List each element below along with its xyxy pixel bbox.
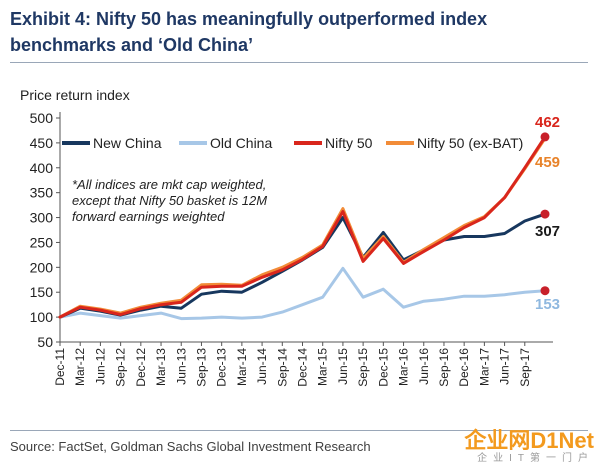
x-tick-label: Dec-12 bbox=[134, 348, 148, 387]
watermark-main: 企业网D1Net bbox=[464, 428, 594, 453]
legend-label: Old China bbox=[210, 135, 272, 151]
y-tick-label: 50 bbox=[37, 334, 53, 350]
end-value-label: 459 bbox=[535, 154, 560, 171]
x-tick-label: Jun-13 bbox=[174, 348, 188, 385]
x-tick-label: Mar-12 bbox=[73, 348, 87, 386]
legend-label: New China bbox=[93, 135, 162, 151]
y-tick-label: 150 bbox=[30, 284, 54, 300]
y-tick-label: 250 bbox=[30, 234, 54, 250]
x-tick-label: Mar-17 bbox=[477, 348, 491, 386]
annotation-line: forward earnings weighted bbox=[72, 209, 225, 224]
y-tick-label: 400 bbox=[30, 160, 54, 176]
x-tick-label: Jun-12 bbox=[93, 348, 107, 385]
end-value-label: 153 bbox=[535, 296, 560, 313]
chart-title-line1: Exhibit 4: Nifty 50 has meaningfully out… bbox=[10, 9, 488, 29]
source-note: Source: FactSet, Goldman Sachs Global In… bbox=[10, 439, 371, 454]
x-tick-label: Jun-16 bbox=[417, 348, 431, 385]
y-tick-label: 450 bbox=[30, 135, 54, 151]
end-marker-new-china bbox=[540, 209, 550, 219]
end-marker-nifty-50 bbox=[540, 132, 550, 142]
source-divider bbox=[10, 430, 588, 431]
y-tick-label: 350 bbox=[30, 185, 54, 201]
series-line-old-china bbox=[58, 266, 547, 321]
title-divider bbox=[10, 62, 588, 63]
legend-label: Nifty 50 (ex-BAT) bbox=[417, 135, 523, 151]
y-tick-label: 100 bbox=[30, 309, 54, 325]
x-tick-label: Sep-16 bbox=[437, 348, 451, 387]
watermark-logo: 企业网D1Net 企业IT第一门户 bbox=[464, 430, 594, 464]
x-tick-label: Mar-16 bbox=[397, 348, 411, 386]
x-tick-label: Jun-15 bbox=[336, 348, 350, 385]
series-line-nifty-50-ex-bat- bbox=[58, 136, 547, 319]
end-value-label: 462 bbox=[535, 114, 560, 131]
x-tick-label: Dec-11 bbox=[53, 348, 67, 386]
annotation-line: *All indices are mkt cap weighted, bbox=[72, 177, 266, 192]
x-tick-label: Sep-17 bbox=[518, 348, 532, 387]
legend-label: Nifty 50 bbox=[325, 135, 373, 151]
watermark-sub: 企业IT第一门户 bbox=[477, 453, 594, 464]
x-tick-label: Dec-15 bbox=[376, 348, 390, 387]
x-tick-label: Mar-13 bbox=[154, 348, 168, 386]
line-chart: 50 100 150 200 250 300 350 400 450 500 Dec-11 Mar-1… bbox=[30, 110, 560, 387]
x-tick-label: Dec-14 bbox=[296, 348, 310, 387]
y-tick-label: 200 bbox=[30, 259, 54, 275]
annotation-line: except that Nifty 50 basket is 12M bbox=[72, 193, 267, 208]
x-tick-label: Sep-12 bbox=[114, 348, 128, 387]
y-tick-label: 300 bbox=[30, 210, 54, 226]
end-value-label: 307 bbox=[535, 223, 560, 240]
x-tick-label: Dec-16 bbox=[457, 348, 471, 387]
x-tick-label: Sep-14 bbox=[275, 348, 289, 387]
y-tick-label: 500 bbox=[30, 110, 54, 126]
series-line-nifty-50 bbox=[58, 135, 547, 319]
x-tick-label: Sep-15 bbox=[356, 348, 370, 387]
series-line-new-china bbox=[58, 212, 547, 319]
x-tick-label: Jun-14 bbox=[255, 348, 269, 385]
x-tick-label: Dec-13 bbox=[215, 348, 229, 387]
end-marker-old-china bbox=[540, 286, 550, 296]
x-tick-label: Sep-13 bbox=[194, 348, 208, 387]
chart-title: Exhibit 4: Nifty 50 has meaningfully out… bbox=[10, 6, 570, 58]
x-tick-label: Mar-14 bbox=[235, 348, 249, 386]
x-tick-label: Mar-15 bbox=[316, 348, 330, 386]
y-axis-title: Price return index bbox=[20, 87, 130, 103]
x-tick-label: Jun-17 bbox=[498, 348, 512, 385]
chart-title-line2: benchmarks and ‘Old China’ bbox=[10, 35, 254, 55]
